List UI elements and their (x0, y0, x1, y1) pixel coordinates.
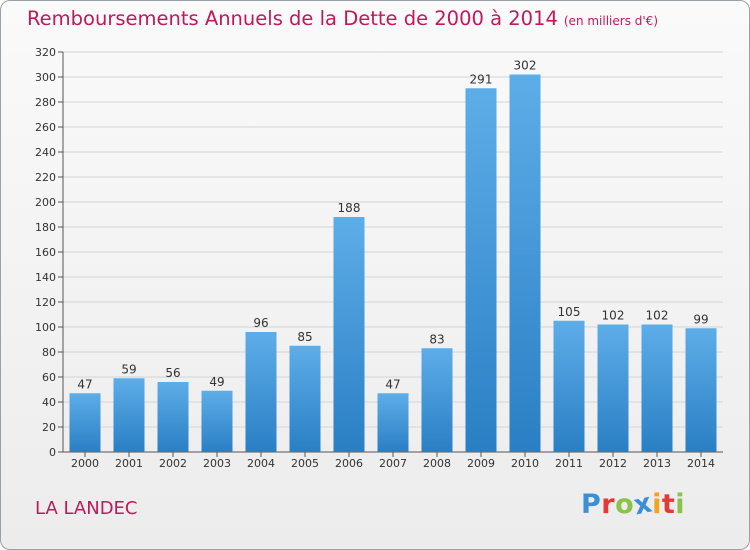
bar-2014 (685, 328, 717, 452)
y-tick-label: 40 (42, 396, 56, 409)
y-tick-label: 120 (35, 296, 56, 309)
logo-letter: r (601, 489, 616, 520)
y-tick-label: 300 (35, 71, 56, 84)
bar-2006 (333, 217, 365, 452)
bar-2004 (245, 332, 277, 452)
x-tick-label: 2005 (291, 457, 319, 470)
proxiti-logo: Proxiti (581, 487, 686, 521)
x-tick-label: 2013 (643, 457, 671, 470)
y-tick-label: 320 (35, 46, 56, 59)
bar-2002 (157, 382, 189, 452)
y-tick-label: 80 (42, 346, 56, 359)
data-label: 302 (514, 59, 537, 73)
y-tick-label: 20 (42, 421, 56, 434)
y-tick-label: 140 (35, 271, 56, 284)
data-label: 96 (253, 316, 268, 330)
data-labels: 47 59 56 49 96 85 188 47 83 291 302 105 102 102 99 (77, 59, 708, 392)
data-label: 102 (646, 309, 669, 323)
x-tick-label: 2010 (511, 457, 539, 470)
x-tick-label: 2007 (379, 457, 407, 470)
y-tick-label: 160 (35, 246, 56, 259)
logo-letter: i (675, 489, 686, 520)
x-tick-label: 2014 (687, 457, 715, 470)
y-tick-label: 100 (35, 321, 56, 334)
bar-2010 (509, 74, 541, 452)
y-tick-label: 200 (35, 196, 56, 209)
data-label: 47 (385, 377, 400, 391)
x-tick-label: 2008 (423, 457, 451, 470)
x-tick-label: 2001 (115, 457, 143, 470)
bar-2005 (289, 345, 321, 452)
bar-2012 (597, 324, 629, 452)
data-label: 49 (209, 375, 224, 389)
data-label: 102 (602, 309, 625, 323)
x-tick-label: 2006 (335, 457, 363, 470)
x-tick-label: 2009 (467, 457, 495, 470)
data-label: 56 (165, 366, 180, 380)
logo-letter: P (581, 489, 602, 520)
data-label: 188 (338, 201, 361, 215)
bar-2008 (421, 348, 453, 452)
data-label: 59 (121, 362, 136, 376)
x-tick-label: 2000 (71, 457, 99, 470)
bar-2001 (113, 378, 145, 452)
x-tick-label: 2003 (203, 457, 231, 470)
logo-letter: o (615, 489, 635, 520)
bar-2000 (69, 393, 101, 452)
bars (69, 74, 717, 452)
y-tick-label: 280 (35, 96, 56, 109)
data-label: 99 (693, 312, 708, 326)
chart-title-text: Remboursements Annuels de la Dette de 20… (27, 7, 558, 30)
x-tick-label: 2002 (159, 457, 187, 470)
chart-title: Remboursements Annuels de la Dette de 20… (27, 7, 658, 30)
x-tick-label: 2011 (555, 457, 583, 470)
data-label: 85 (297, 330, 312, 344)
logo-letter: t (661, 489, 676, 520)
bar-2009 (465, 88, 497, 452)
bar-chart: 0 20 40 60 80 100 120 140 160 180 200 220 240 260 280 3… (35, 46, 723, 470)
logo-letter: i (652, 489, 662, 520)
data-label: 47 (77, 377, 92, 391)
chart-unit: (en milliers d'€) (563, 14, 658, 28)
commune-name: LA LANDEC (35, 498, 138, 519)
y-tick-label: 240 (35, 146, 56, 159)
bar-2011 (553, 320, 585, 452)
bar-2013 (641, 324, 673, 452)
data-label: 105 (558, 305, 581, 319)
y-tick-label: 60 (42, 371, 56, 384)
data-label: 291 (470, 72, 493, 86)
y-tick-label: 220 (35, 171, 56, 184)
y-tick-label: 0 (49, 446, 56, 459)
x-tick-label: 2012 (599, 457, 627, 470)
data-label: 83 (429, 332, 444, 346)
x-tick-label: 2004 (247, 457, 275, 470)
y-tick-label: 260 (35, 121, 56, 134)
y-tick-label: 180 (35, 221, 56, 234)
bar-2007 (377, 393, 409, 452)
bar-2003 (201, 390, 233, 452)
